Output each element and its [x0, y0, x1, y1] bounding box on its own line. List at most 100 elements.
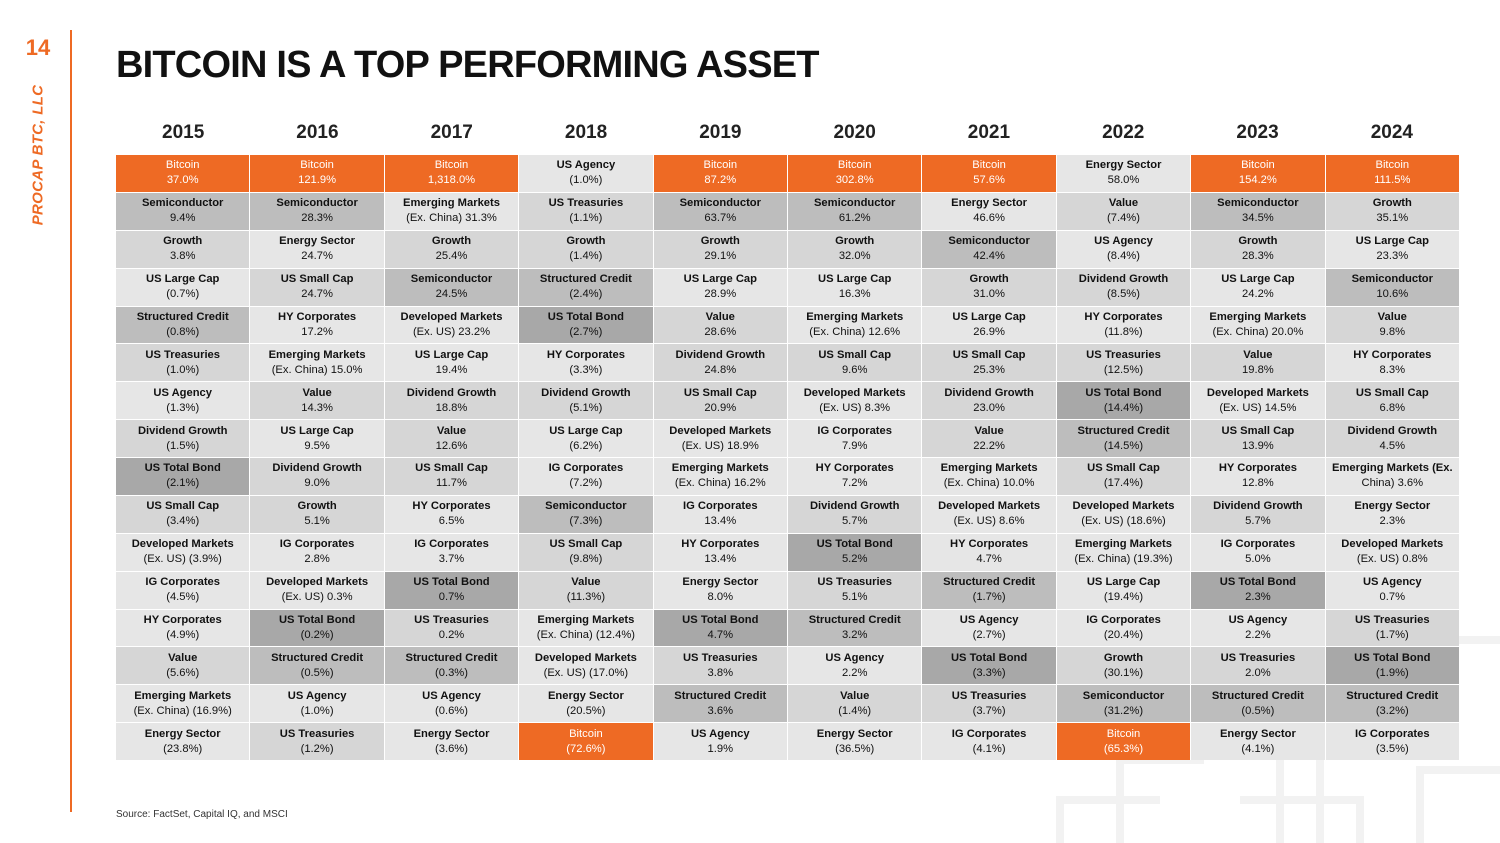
asset-return: 1,318.0%	[427, 174, 476, 187]
asset-return: 23.0%	[973, 401, 1005, 414]
table-cell: US Small Cap 24.7%	[250, 268, 384, 306]
asset-return: (4.5%)	[166, 591, 200, 604]
table-cell: IG Corporates (7.2%)	[519, 458, 653, 495]
asset-name: HY Corporates	[1218, 462, 1297, 475]
table-cell: HY Corporates 8.3%	[1325, 344, 1459, 382]
asset-return: 5.1%	[841, 591, 868, 604]
asset-name: US Small Cap	[818, 348, 892, 361]
asset-name: IG Corporates	[414, 538, 489, 551]
asset-return: (65.3%)	[1103, 742, 1144, 755]
asset-return: (Ex. US) 23.2%	[412, 325, 491, 338]
table-cell: Value (5.6%)	[116, 647, 250, 685]
asset-name: US Total Bond	[1085, 386, 1162, 399]
table-cell: US Total Bond (3.3%)	[922, 647, 1056, 685]
asset-name: US Agency	[690, 727, 750, 740]
asset-return: 58.0%	[1107, 174, 1140, 187]
table-cell: Growth 35.1%	[1325, 192, 1459, 230]
year-header-2016: 2016	[296, 122, 339, 143]
table-cell: US Treasuries (3.7%)	[922, 685, 1056, 723]
table-cell: US Small Cap (17.4%)	[1056, 458, 1191, 495]
asset-return: (20.4%)	[1103, 628, 1144, 641]
year-header-2020: 2020	[833, 122, 876, 143]
asset-name: Structured Credit	[136, 310, 229, 323]
table-cell: Bitcoin (72.6%)	[519, 723, 653, 760]
asset-return: (4.1%)	[1241, 742, 1275, 755]
asset-name: IG Corporates	[1086, 613, 1161, 626]
asset-name: Value	[1377, 310, 1407, 323]
asset-return: 24.8%	[704, 363, 737, 376]
asset-return: 28.9%	[704, 288, 737, 301]
asset-name: Semiconductor	[141, 197, 224, 210]
asset-return: 12.8%	[1242, 477, 1274, 490]
asset-return: (14.5%)	[1103, 439, 1144, 452]
asset-name: Value	[974, 424, 1004, 437]
asset-return: (1.0%)	[300, 704, 334, 717]
asset-name: Developed Markets	[266, 576, 369, 589]
asset-return: (0.8%)	[166, 325, 200, 338]
asset-return: (3.3%)	[569, 363, 603, 376]
table-cell: IG Corporates 7.9%	[787, 420, 922, 457]
asset-return: 6.5%	[438, 515, 465, 528]
asset-name: Structured Credit	[943, 576, 1036, 589]
asset-return: (Ex. China) (12.4%)	[536, 628, 636, 641]
asset-name: US Total Bond	[144, 462, 221, 475]
asset-return: (1.3%)	[166, 401, 200, 414]
asset-name: Dividend Growth	[675, 348, 766, 361]
table-cell: Semiconductor 28.3%	[250, 192, 384, 230]
asset-name: HY Corporates	[681, 538, 760, 551]
table-cell: Structured Credit (0.5%)	[1191, 685, 1325, 723]
asset-return: (7.4%)	[1107, 212, 1140, 225]
asset-name: Energy Sector	[144, 727, 221, 740]
table-cell: Energy Sector (3.6%)	[384, 723, 519, 760]
asset-name: Semiconductor	[679, 197, 761, 210]
asset-name: Bitcoin	[1241, 159, 1275, 172]
asset-return: 2.0%	[1245, 666, 1271, 679]
table-cell: Developed Markets (Ex. US) (17.0%)	[519, 647, 653, 685]
asset-return: (Ex. US) 18.9%	[681, 439, 759, 452]
table-cell: HY Corporates (3.3%)	[519, 344, 653, 382]
table-cell: US Agency 1.9%	[653, 723, 787, 760]
asset-return: 302.8%	[835, 174, 874, 187]
asset-return: 111.5%	[1374, 174, 1411, 187]
table-cell: Bitcoin 302.8%	[787, 155, 922, 192]
asset-return: 28.6%	[704, 325, 737, 338]
asset-return: 2.8%	[304, 553, 330, 566]
table-cell: Growth 31.0%	[922, 268, 1056, 306]
asset-return: 2.3%	[1379, 515, 1406, 528]
table-cell: Bitcoin 57.6%	[922, 155, 1056, 192]
asset-name: US Total Bond	[1354, 651, 1431, 664]
asset-name: Growth	[1372, 197, 1412, 210]
asset-name: US Large Cap	[952, 310, 1026, 323]
asset-name: Dividend Growth	[1347, 424, 1438, 437]
asset-return: (0.5%)	[300, 666, 334, 679]
asset-name: Bitcoin	[300, 159, 334, 172]
table-cell: US Small Cap 25.3%	[922, 344, 1056, 382]
asset-return: (1.2%)	[300, 742, 334, 755]
asset-return: (12.5%)	[1103, 363, 1144, 376]
table-cell: Structured Credit 3.6%	[653, 685, 787, 723]
asset-return: 4.7%	[976, 553, 1002, 566]
table-cell: US Agency 2.2%	[787, 647, 922, 685]
table-cell: US Small Cap 9.6%	[787, 344, 922, 382]
table-cell: IG Corporates 13.4%	[653, 495, 787, 533]
table-cell: US Total Bond (1.9%)	[1325, 647, 1459, 685]
table-cell: US Large Cap (0.7%)	[116, 268, 250, 306]
asset-return: (1.0%)	[166, 363, 200, 376]
asset-name: IG Corporates	[1220, 538, 1296, 551]
asset-return: (0.7%)	[166, 288, 200, 301]
table-cell: US Large Cap 19.4%	[384, 344, 519, 382]
asset-name: US Treasuries	[548, 197, 624, 210]
asset-name: Bitcoin	[837, 159, 872, 172]
asset-return: (0.2%)	[300, 628, 334, 641]
asset-name: US Agency	[1094, 235, 1153, 248]
table-cell: Structured Credit (0.5%)	[250, 647, 384, 685]
table-cell: Dividend Growth 5.7%	[787, 495, 922, 533]
table-cell: HY Corporates 7.2%	[787, 458, 922, 495]
table-cell: US Agency 0.7%	[1325, 571, 1459, 609]
table-cell: Bitcoin 154.2%	[1191, 155, 1325, 192]
table-cell: US Large Cap (6.2%)	[519, 420, 653, 457]
asset-name: Emerging Markets	[268, 348, 366, 361]
asset-return: (0.3%)	[435, 666, 468, 679]
table-cell: US Total Bond 5.2%	[787, 533, 922, 571]
asset-return: 87.2%	[704, 174, 737, 187]
